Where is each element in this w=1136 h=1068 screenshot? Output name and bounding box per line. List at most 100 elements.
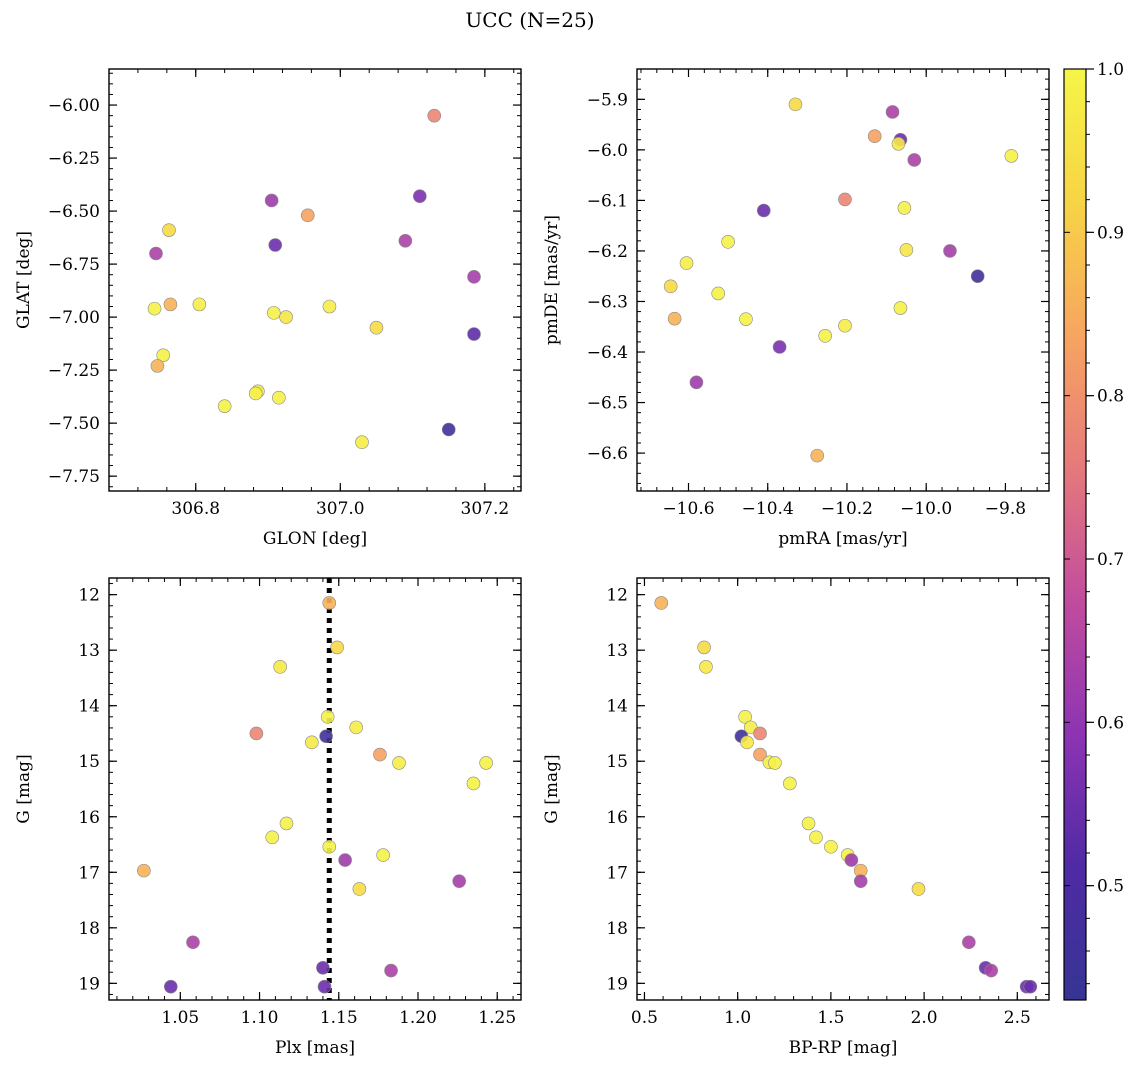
scatter-point	[721, 235, 735, 249]
scatter-point	[322, 596, 337, 610]
scatter-point	[810, 448, 825, 463]
scatter-point	[192, 297, 207, 312]
y-tick-label: −7.00	[48, 308, 100, 328]
x-tick-label: −10.2	[821, 499, 873, 519]
scatter-point	[738, 710, 752, 724]
x-axis-label: pmRA [mas/yr]	[778, 529, 907, 549]
scatter-point	[369, 320, 384, 335]
scatter-point	[319, 729, 333, 744]
y-tick-label: −6.25	[48, 149, 100, 169]
scatter-point	[699, 660, 713, 674]
scatter-point	[163, 297, 178, 312]
scatter-point	[322, 299, 337, 314]
scatter-point	[697, 640, 711, 655]
y-tick-label: −6.5	[587, 394, 628, 414]
x-tick-label: 307.2	[461, 499, 510, 519]
scatter-point	[355, 435, 369, 450]
y-tick-label: 14	[78, 697, 100, 717]
scatter-point	[300, 208, 315, 223]
y-tick-label: 18	[606, 919, 628, 939]
y-tick-label: 13	[78, 641, 100, 661]
axes-frame	[636, 68, 1050, 492]
scatter-point	[150, 359, 165, 373]
scatter-point	[891, 136, 906, 151]
scatter-point	[911, 882, 926, 896]
scatter-point	[756, 203, 771, 218]
scatter-point	[654, 596, 669, 610]
y-tick-label: 17	[606, 863, 628, 883]
x-tick-label: −10.0	[900, 499, 952, 519]
scatter-point	[663, 279, 678, 294]
scatter-point	[316, 960, 330, 975]
y-tick-label: 14	[606, 697, 628, 717]
scatter-point	[273, 660, 287, 674]
x-tick-label: −9.8	[985, 499, 1026, 519]
x-tick-label: 2.0	[911, 1008, 938, 1028]
x-tick-label: 1.20	[399, 1008, 437, 1028]
colorbar-tick-label: 0.9	[1097, 223, 1124, 243]
scatter-point	[466, 776, 481, 791]
y-tick-label: 19	[606, 974, 628, 994]
y-axis-label: G [mag]	[542, 754, 562, 823]
y-axis-label: GLAT [deg]	[14, 231, 34, 329]
scatter-point	[899, 243, 914, 257]
scatter-point	[441, 422, 456, 437]
y-axis-label: G [mag]	[14, 754, 34, 823]
scatter-point	[376, 848, 390, 862]
scatter-point	[853, 874, 868, 888]
y-tick-label: 15	[78, 752, 100, 772]
scatter-point	[970, 269, 985, 284]
y-tick-label: −7.25	[48, 361, 100, 381]
x-tick-label: 306.8	[171, 499, 220, 519]
y-tick-label: 15	[606, 752, 628, 772]
y-tick-label: 17	[78, 863, 100, 883]
scatter-point	[137, 863, 151, 878]
scatter-point	[147, 301, 162, 316]
scatter-point	[783, 776, 797, 791]
scatter-point	[249, 726, 264, 741]
scatter-point	[753, 747, 767, 762]
scatter-point	[352, 882, 367, 896]
scatter-point	[907, 153, 922, 167]
scatter-point	[897, 201, 912, 215]
scatter-point	[413, 189, 427, 204]
figure-title: UCC (N=25)	[465, 8, 594, 32]
scatter-point	[392, 756, 406, 770]
y-tick-label: −6.4	[587, 343, 628, 363]
colorbar-tick-label: 0.7	[1097, 550, 1124, 570]
y-tick-label: −6.1	[587, 191, 628, 211]
scatter-point	[818, 329, 832, 343]
scatter-point	[164, 979, 178, 994]
scatter-point	[711, 286, 726, 301]
scatter-point	[156, 348, 171, 363]
scatter-point	[1004, 149, 1019, 163]
colorbar-tick-label: 0.8	[1097, 387, 1124, 407]
scatter-point	[373, 747, 387, 762]
y-axis-label: pmDE [mas/yr]	[542, 215, 562, 345]
scatter-point	[740, 735, 754, 750]
scatter-point	[984, 963, 999, 978]
y-tick-label: 12	[78, 586, 100, 606]
scatter-point	[264, 193, 279, 208]
y-tick-label: −6.0	[587, 141, 628, 161]
scatter-point	[330, 640, 344, 655]
scatter-point	[279, 816, 294, 831]
axes-frame	[108, 577, 522, 1001]
x-tick-label: 0.5	[631, 1008, 658, 1028]
x-axis-label: GLON [deg]	[263, 529, 367, 549]
scatter-point	[338, 853, 352, 867]
scatter-point	[739, 312, 753, 326]
scatter-point	[320, 710, 335, 724]
scatter-panel-1: 306.8 307.0 307.2 −6.00 −6.25 −6.50 −6.75 −7.00…	[14, 68, 522, 549]
y-tick-label: 13	[606, 641, 628, 661]
y-tick-label: −6.2	[587, 242, 628, 262]
scatter-point	[248, 386, 263, 401]
y-tick-label: −6.50	[48, 202, 100, 222]
y-tick-label: 18	[78, 919, 100, 939]
scatter-point	[322, 839, 337, 854]
scatter-point	[162, 223, 176, 237]
scatter-point	[467, 270, 481, 284]
y-tick-label: 12	[606, 586, 628, 606]
scatter-point	[885, 105, 900, 119]
